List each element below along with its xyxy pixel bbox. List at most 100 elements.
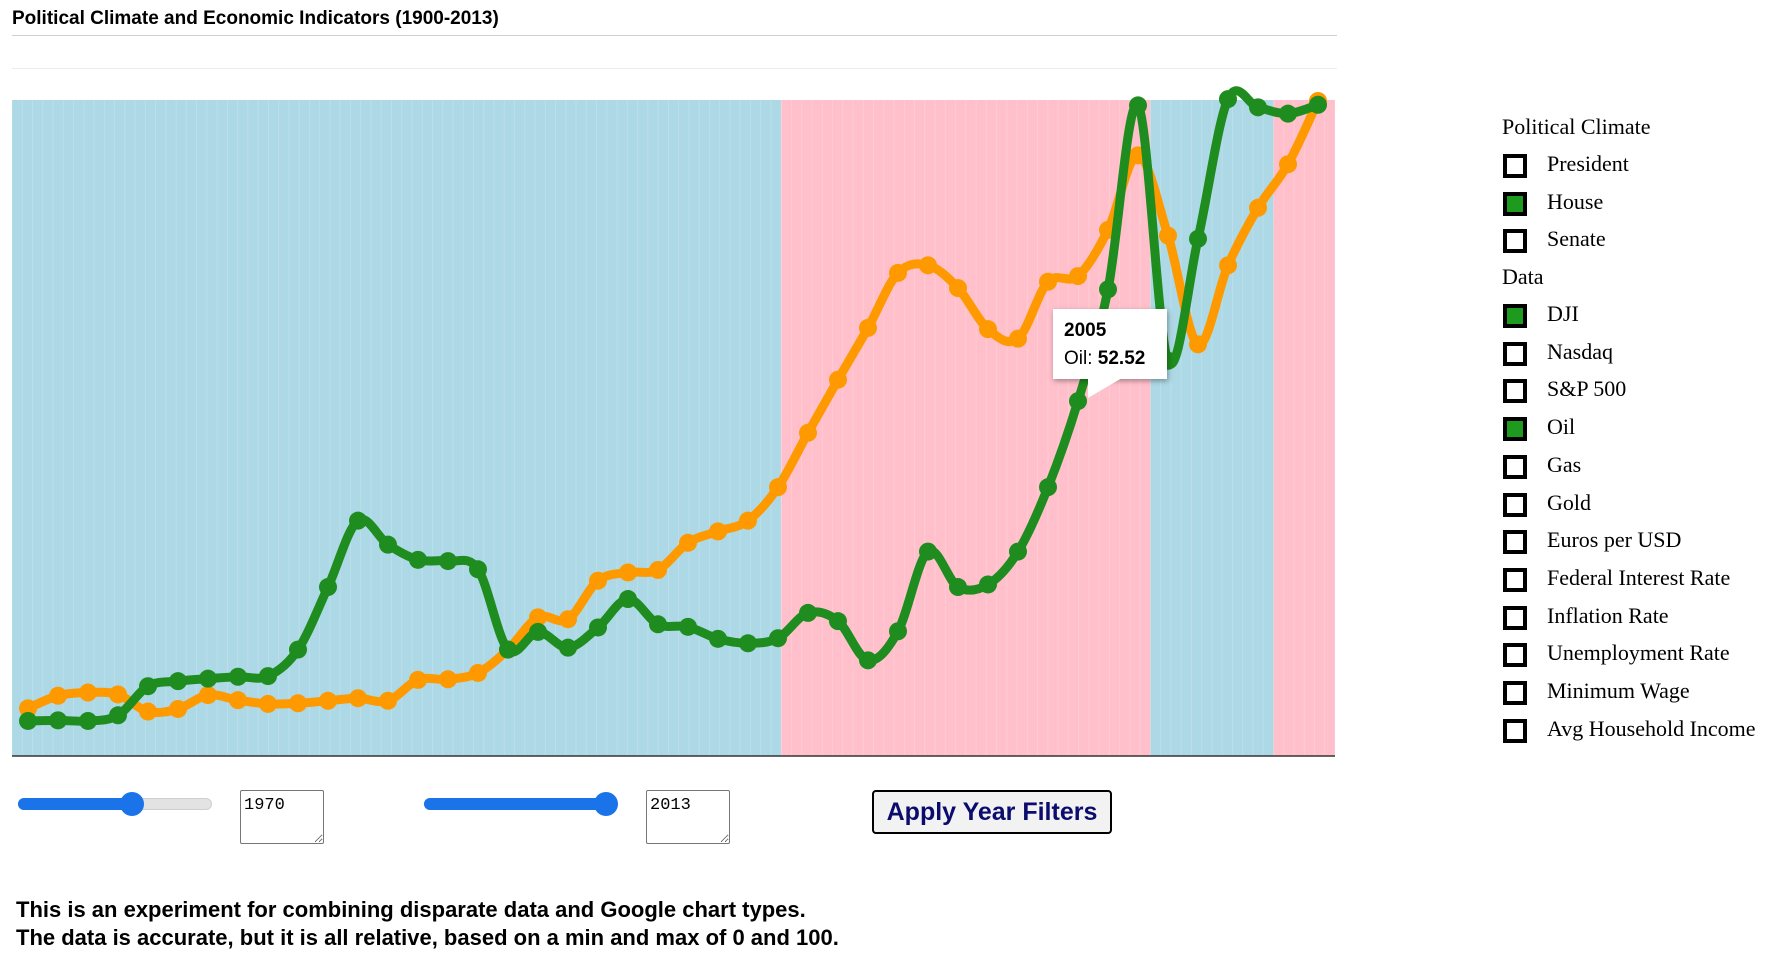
data-point-oil-2007[interactable] <box>1129 96 1147 115</box>
data-point-dji-1992[interactable] <box>679 533 697 552</box>
data-point-dji-2010[interactable] <box>1219 256 1237 275</box>
data-point-oil-1985[interactable] <box>469 560 487 579</box>
data-point-dji-1993[interactable] <box>709 522 727 541</box>
data-point-dji-1983[interactable] <box>409 670 427 689</box>
data-point-oil-2009[interactable] <box>1189 229 1207 248</box>
data-point-dji-2008[interactable] <box>1159 226 1177 245</box>
end-year-slider[interactable] <box>424 792 618 816</box>
data-point-dji-2009[interactable] <box>1189 335 1207 354</box>
data-point-dji-1994[interactable] <box>739 511 757 530</box>
data-point-oil-2006[interactable] <box>1099 280 1117 299</box>
data-point-oil-1986[interactable] <box>499 640 517 659</box>
legend-data-oil-checkbox[interactable] <box>1503 417 1527 442</box>
data-point-oil-2002[interactable] <box>979 575 997 594</box>
data-point-dji-1973[interactable] <box>109 685 127 704</box>
legend-data-euros-per-usd-checkbox[interactable] <box>1503 530 1527 555</box>
data-point-oil-2001[interactable] <box>949 578 967 597</box>
legend-data-nasdaq-checkbox[interactable] <box>1503 341 1527 366</box>
data-point-oil-2005[interactable] <box>1069 392 1087 411</box>
data-point-dji-1990[interactable] <box>619 563 637 582</box>
legend-data-federal-interest-rate-checkbox[interactable] <box>1503 567 1527 592</box>
data-point-dji-1978[interactable] <box>259 694 277 713</box>
data-point-dji-2012[interactable] <box>1279 155 1297 174</box>
data-point-dji-1996[interactable] <box>799 423 817 442</box>
data-point-oil-1989[interactable] <box>589 618 607 637</box>
data-point-oil-1995[interactable] <box>769 629 787 648</box>
data-point-oil-1974[interactable] <box>139 677 157 696</box>
legend-data-gas-checkbox[interactable] <box>1503 454 1527 479</box>
data-point-oil-1984[interactable] <box>439 552 457 571</box>
data-point-oil-1998[interactable] <box>859 651 877 670</box>
end-year-input[interactable]: 2013 <box>646 790 730 844</box>
legend-data-gold-checkbox[interactable] <box>1503 492 1527 517</box>
legend-data-inflation-rate-checkbox[interactable] <box>1503 605 1527 630</box>
data-point-dji-1974[interactable] <box>139 702 157 721</box>
data-point-dji-1984[interactable] <box>439 670 457 689</box>
data-point-dji-1980[interactable] <box>319 691 337 710</box>
legend-political-house-checkbox[interactable] <box>1503 191 1527 216</box>
data-point-oil-1983[interactable] <box>409 550 427 569</box>
data-point-oil-1991[interactable] <box>649 615 667 634</box>
data-point-dji-1988[interactable] <box>559 610 577 629</box>
data-point-oil-1978[interactable] <box>259 667 277 686</box>
legend-data-dji-checkbox[interactable] <box>1503 304 1527 328</box>
legend-political-president-checkbox[interactable] <box>1503 154 1527 178</box>
data-point-oil-2003[interactable] <box>1009 542 1027 561</box>
legend-data-minimum-wage-checkbox[interactable] <box>1503 681 1527 705</box>
data-point-dji-2011[interactable] <box>1249 198 1267 217</box>
data-point-oil-1994[interactable] <box>739 634 757 653</box>
data-point-dji-1991[interactable] <box>649 560 667 579</box>
apply-year-filters-button[interactable]: Apply Year Filters <box>872 790 1112 834</box>
data-point-oil-1987[interactable] <box>529 622 547 641</box>
data-point-oil-1976[interactable] <box>199 669 217 688</box>
data-point-oil-2004[interactable] <box>1039 478 1057 497</box>
data-point-oil-1988[interactable] <box>559 638 577 657</box>
data-point-oil-1973[interactable] <box>109 706 127 725</box>
data-point-oil-1971[interactable] <box>49 711 67 730</box>
data-point-oil-1977[interactable] <box>229 667 247 686</box>
data-point-dji-1975[interactable] <box>169 699 187 718</box>
data-point-oil-1972[interactable] <box>79 711 97 730</box>
data-point-oil-1970[interactable] <box>19 711 37 730</box>
data-point-dji-2002[interactable] <box>979 320 997 339</box>
end-slider-thumb[interactable] <box>594 792 618 816</box>
legend-data-avg-household-income-checkbox[interactable] <box>1503 718 1527 743</box>
data-point-dji-1999[interactable] <box>889 263 907 282</box>
data-point-oil-1982[interactable] <box>379 535 397 554</box>
data-point-dji-1979[interactable] <box>289 694 307 713</box>
start-year-input[interactable]: 1970 <box>240 790 324 844</box>
data-point-dji-1995[interactable] <box>769 478 787 497</box>
data-point-oil-1996[interactable] <box>799 603 817 622</box>
data-point-dji-1998[interactable] <box>859 318 877 337</box>
data-point-oil-1980[interactable] <box>319 578 337 597</box>
data-point-oil-2011[interactable] <box>1249 98 1267 117</box>
data-point-dji-1972[interactable] <box>79 683 97 702</box>
data-point-dji-1981[interactable] <box>349 689 367 708</box>
data-point-dji-1989[interactable] <box>589 571 607 590</box>
data-point-oil-1992[interactable] <box>679 617 697 636</box>
data-point-oil-1990[interactable] <box>619 590 637 609</box>
data-point-dji-1971[interactable] <box>49 686 67 705</box>
data-point-dji-2004[interactable] <box>1039 272 1057 291</box>
data-point-dji-2000[interactable] <box>919 256 937 275</box>
data-point-dji-1985[interactable] <box>469 663 487 682</box>
start-slider-thumb[interactable] <box>120 792 144 816</box>
legend-data-s-p-500-checkbox[interactable] <box>1503 379 1527 404</box>
data-point-oil-1999[interactable] <box>889 622 907 641</box>
data-point-oil-1981[interactable] <box>349 511 367 530</box>
data-point-oil-1993[interactable] <box>709 629 727 648</box>
data-point-dji-2001[interactable] <box>949 279 967 298</box>
data-point-dji-1977[interactable] <box>229 691 247 710</box>
data-point-dji-1987[interactable] <box>529 608 547 627</box>
data-point-dji-2003[interactable] <box>1009 329 1027 348</box>
data-point-oil-1979[interactable] <box>289 640 307 659</box>
data-point-oil-2013[interactable] <box>1309 95 1327 114</box>
data-point-dji-1997[interactable] <box>829 370 847 389</box>
data-point-oil-2012[interactable] <box>1279 104 1297 123</box>
data-point-dji-2005[interactable] <box>1069 267 1087 286</box>
legend-political-senate-checkbox[interactable] <box>1503 229 1527 254</box>
data-point-oil-2010[interactable] <box>1219 90 1237 109</box>
legend-data-unemployment-rate-checkbox[interactable] <box>1503 643 1527 668</box>
data-point-oil-2000[interactable] <box>919 542 937 561</box>
